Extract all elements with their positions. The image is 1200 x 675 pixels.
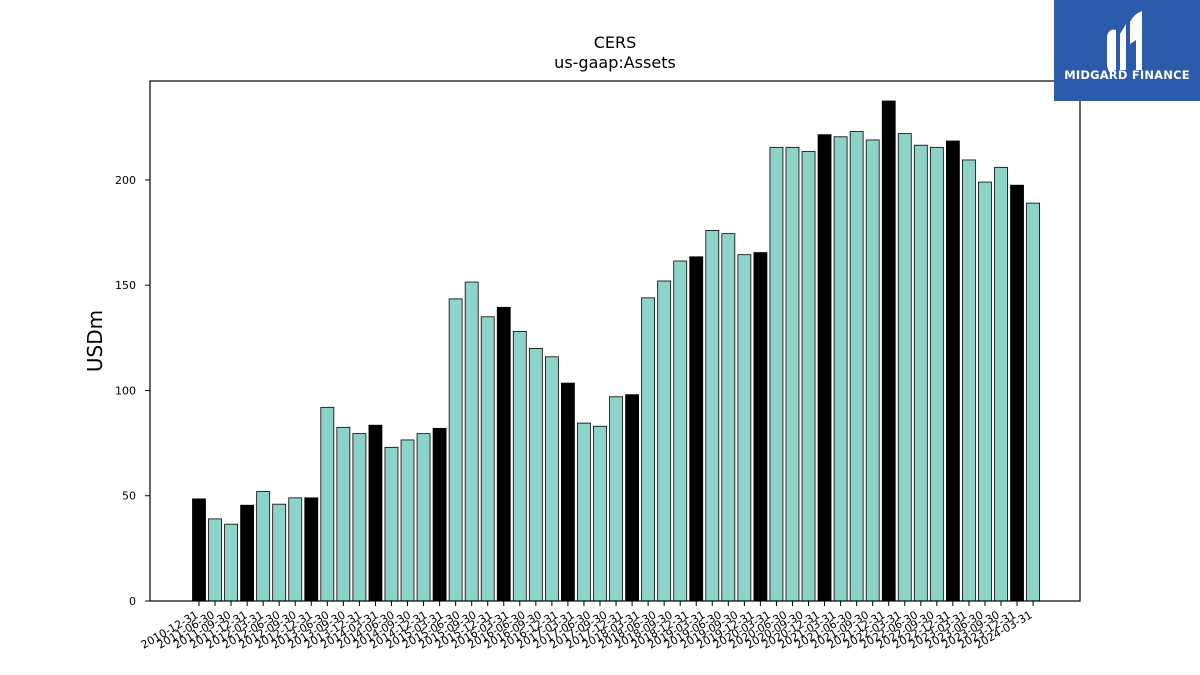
bar-2020-12-31: [833, 136, 848, 602]
bar-2014-06-30: [416, 433, 431, 602]
bar-2013-03-31: [336, 426, 351, 602]
y-tick-label: 0: [129, 595, 136, 608]
bar-2013-09-30: [368, 424, 383, 602]
bar-2011-06-30: [224, 523, 238, 602]
y-axis-label: USDm: [83, 310, 107, 372]
bar-2014-12-31: [448, 298, 463, 602]
bar-2012-06-30: [288, 497, 303, 602]
bar-2010-12-31: [192, 498, 206, 602]
bar-2017-06-30: [609, 396, 623, 602]
bar-2020-09-30: [817, 134, 832, 602]
y-tick-label: 50: [122, 490, 136, 503]
bar-2011-12-31: [256, 491, 271, 602]
bar-2021-09-30: [881, 100, 896, 602]
bar-2016-12-31: [577, 422, 591, 602]
midgard-finance-logo: MIDGARD FINANCE: [1054, 0, 1200, 101]
plot-frame: [149, 80, 1081, 602]
bars-group: [192, 100, 1040, 602]
chart-subtitle: us-gaap:Assets: [554, 53, 676, 72]
bar-2016-09-30: [561, 382, 575, 602]
bar-2015-06-30: [480, 316, 495, 602]
bar-2012-12-31: [320, 406, 335, 602]
bar-2012-03-31: [272, 503, 287, 602]
bar-2018-06-30: [673, 260, 688, 602]
bar-2022-06-30: [929, 146, 944, 602]
bar-2022-12-31: [962, 159, 976, 602]
bar-2023-12-31: [1026, 202, 1040, 602]
bar-2016-03-31: [528, 347, 543, 602]
bar-2023-03-31: [978, 181, 992, 602]
x-axis-ticks: 2010-12-312011-06-302011-09-302011-12-31…: [139, 601, 1035, 652]
bar-2019-09-30: [753, 252, 768, 602]
bar-2011-03-31: [208, 518, 222, 602]
bar-2020-03-31: [785, 146, 800, 602]
y-axis-ticks: 0 50 100 150 200: [115, 174, 150, 608]
bar-2021-12-31: [897, 133, 912, 602]
bar-2021-06-30: [865, 139, 880, 602]
bar-2018-03-31: [657, 280, 672, 602]
bar-2018-09-30: [689, 256, 704, 602]
y-tick-label: 150: [115, 279, 136, 292]
bar-2018-12-31: [705, 230, 720, 602]
bar-2023-09-30: [1010, 184, 1024, 602]
bar-2020-06-30: [801, 151, 816, 602]
bar-2012-09-30: [304, 497, 319, 602]
bar-2023-06-30: [994, 166, 1008, 602]
bar-2015-03-31: [464, 281, 479, 602]
bar-2011-09-30: [240, 504, 255, 602]
bar-2017-12-31: [641, 297, 656, 602]
bar-2022-09-30: [945, 140, 960, 602]
y-tick-label: 100: [115, 384, 136, 397]
chart-title: CERS: [594, 33, 637, 52]
bar-2019-03-31: [721, 233, 736, 602]
bar-2021-03-31: [849, 131, 864, 602]
bar-2019-12-31: [769, 146, 784, 602]
bar-2013-06-30: [352, 433, 367, 602]
bar-2014-09-30: [432, 427, 447, 602]
bar-2019-06-30: [737, 254, 752, 602]
bar-2022-03-31: [913, 144, 928, 602]
bar-2014-03-31: [400, 439, 415, 602]
bar-2013-12-31: [384, 446, 399, 602]
bar-2017-03-31: [593, 425, 607, 602]
bar-2016-06-30: [544, 356, 559, 602]
y-tick-label: 200: [115, 174, 136, 187]
logo-mark-icon: [1107, 11, 1142, 73]
logo-text: MIDGARD FINANCE: [1064, 68, 1190, 82]
bar-2017-09-30: [625, 394, 639, 602]
bar-2015-09-30: [496, 306, 511, 602]
bar-2015-12-31: [512, 331, 527, 602]
